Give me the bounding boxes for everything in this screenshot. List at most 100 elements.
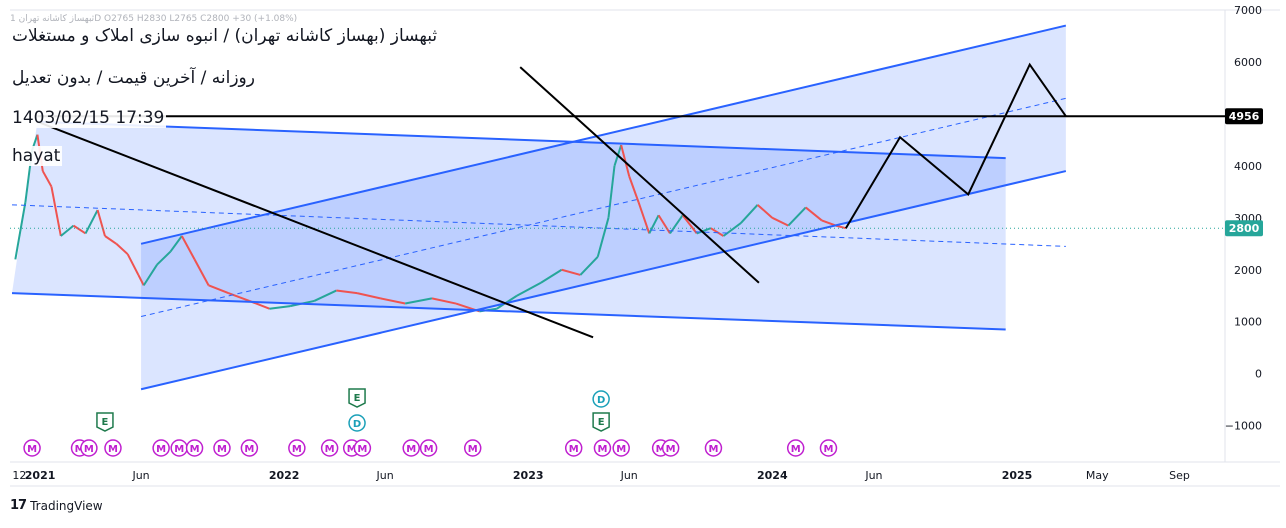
event-m-marker — [704, 439, 723, 457]
price-segment — [50, 186, 62, 237]
price-segment — [657, 214, 671, 234]
price-segment — [269, 305, 291, 310]
event-m-marker — [104, 439, 122, 457]
event-e-label: E — [102, 417, 109, 428]
event-m-marker — [320, 439, 339, 457]
x-tick-label: 12 — [12, 469, 26, 482]
tradingview-footer[interactable]: 17 TradingView — [10, 498, 103, 513]
price-segment — [126, 253, 140, 276]
event-e-marker — [348, 388, 366, 408]
event-m-label: M — [27, 444, 37, 455]
event-m-label: M — [75, 444, 85, 455]
channel-ascending-lower — [140, 170, 1067, 391]
price-segment — [681, 214, 698, 235]
event-m-marker — [419, 439, 438, 457]
event-m-label: M — [292, 444, 302, 455]
price-segment — [96, 209, 106, 237]
event-m-label: M — [468, 444, 478, 455]
x-tick-label: 2022 — [269, 469, 300, 482]
price-label: 2800 — [1229, 222, 1260, 235]
y-tick-label: 1000 — [1234, 316, 1262, 329]
event-m-label: M — [244, 444, 254, 455]
x-tick-label: Jun — [131, 469, 149, 482]
trendline — [37, 120, 594, 339]
price-segment — [628, 175, 640, 203]
event-m-label: M — [217, 444, 227, 455]
y-tick-label: 2000 — [1234, 264, 1262, 277]
channel-ascending-upper — [140, 24, 1067, 245]
event-m-label: M — [656, 444, 666, 455]
x-tick-label: 2024 — [757, 469, 788, 482]
event-m-label: M — [823, 444, 833, 455]
event-m-label: M — [597, 444, 607, 455]
x-tick-label: May — [1086, 469, 1109, 482]
price-labels: 4956 2800 — [1225, 108, 1263, 237]
price-segment — [722, 222, 742, 237]
price-segment — [805, 206, 823, 222]
event-m-marker — [240, 439, 259, 457]
price-segment — [313, 289, 337, 302]
tradingview-brand: TradingView — [30, 498, 103, 513]
price-segment — [756, 204, 773, 219]
event-m-marker — [353, 439, 372, 457]
price-segment — [60, 224, 75, 237]
event-m-marker — [612, 439, 630, 457]
price-segment — [405, 297, 433, 305]
chart-subtitle: روزانه / آخرین قیمت / بدون تعدیل — [10, 68, 257, 88]
y-tick-label: 6000 — [1234, 56, 1262, 69]
event-d-label: D — [597, 395, 605, 406]
event-m-label: M — [666, 444, 676, 455]
event-m-marker — [185, 439, 204, 457]
x-tick-label: Jun — [376, 469, 394, 482]
price-segment — [84, 209, 99, 234]
event-m-label: M — [569, 444, 579, 455]
trendline — [519, 66, 760, 284]
price-segment — [516, 281, 542, 297]
price-segment — [431, 297, 457, 305]
chart-datetime: 1403/02/15 17:39 — [10, 108, 167, 128]
price-segment — [540, 268, 563, 284]
price-segment — [193, 258, 210, 286]
price-series — [14, 134, 847, 313]
drawing-lines — [10, 24, 1225, 391]
event-m-marker — [213, 439, 231, 457]
event-m-marker — [288, 439, 306, 457]
projection-path — [844, 62, 1067, 229]
event-m-marker — [564, 439, 583, 457]
channel-descending-lower — [11, 292, 1006, 331]
price-segment — [169, 235, 183, 253]
price-segment — [115, 243, 129, 255]
price-segment — [104, 235, 117, 245]
price-segment — [579, 256, 599, 276]
y-tick-label: 0 — [1255, 368, 1262, 381]
x-tick-label: 2021 — [25, 469, 56, 482]
price-segment — [180, 235, 196, 260]
price-segment — [561, 268, 581, 276]
event-e-label: E — [598, 417, 605, 428]
event-m-label: M — [174, 444, 184, 455]
event-m-label: M — [190, 444, 200, 455]
price-segment — [637, 201, 651, 234]
event-m-marker — [463, 439, 482, 457]
event-e-marker — [96, 412, 114, 432]
price-segment — [710, 227, 725, 237]
event-m-label: M — [325, 444, 335, 455]
symbol-title: ثبهساز (بهساز کاشانه تهران) / انبوه سازی… — [10, 26, 440, 46]
price-segment — [380, 297, 406, 305]
event-m-label: M — [84, 444, 94, 455]
price-segment — [142, 264, 158, 286]
event-m-label: M — [108, 444, 118, 455]
price-segment — [228, 292, 250, 302]
event-d-marker — [348, 414, 366, 432]
event-m-marker — [23, 439, 41, 457]
symbol-legend: ثبهساز کاشانه تهران 1D O2765 H2830 L2765… — [10, 14, 298, 24]
price-label-bg — [1225, 108, 1263, 125]
price-segment — [696, 227, 712, 235]
event-m-marker — [402, 439, 420, 457]
x-tick-label: Jun — [864, 469, 882, 482]
event-m-label: M — [791, 444, 801, 455]
tradingview-logo-icon: 17 — [10, 498, 27, 513]
x-tick-label: 2025 — [1002, 469, 1033, 482]
